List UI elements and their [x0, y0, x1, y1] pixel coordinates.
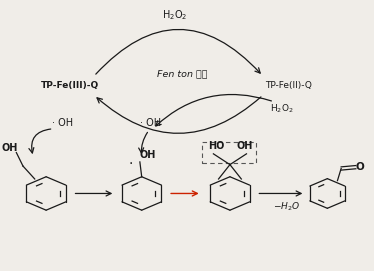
Text: HO: HO — [208, 141, 224, 151]
Text: H$_2$O$_2$: H$_2$O$_2$ — [270, 102, 293, 115]
Text: · OH: · OH — [140, 118, 162, 128]
Text: ·: · — [129, 157, 133, 171]
Text: · OH: · OH — [52, 118, 73, 128]
Text: OH: OH — [140, 150, 156, 160]
Text: Fen ton 试剂: Fen ton 试剂 — [157, 69, 208, 78]
Text: TP-Fe(II)-Q: TP-Fe(II)-Q — [265, 81, 312, 90]
Text: TP-Fe(III)-Q: TP-Fe(III)-Q — [41, 81, 99, 90]
Text: $-H_2O$: $-H_2O$ — [273, 201, 301, 213]
Bar — [202, 142, 256, 163]
Text: OH: OH — [236, 141, 253, 151]
Text: H$_2$O$_2$: H$_2$O$_2$ — [162, 9, 187, 22]
Text: O: O — [356, 162, 365, 172]
Text: OH: OH — [1, 143, 18, 153]
